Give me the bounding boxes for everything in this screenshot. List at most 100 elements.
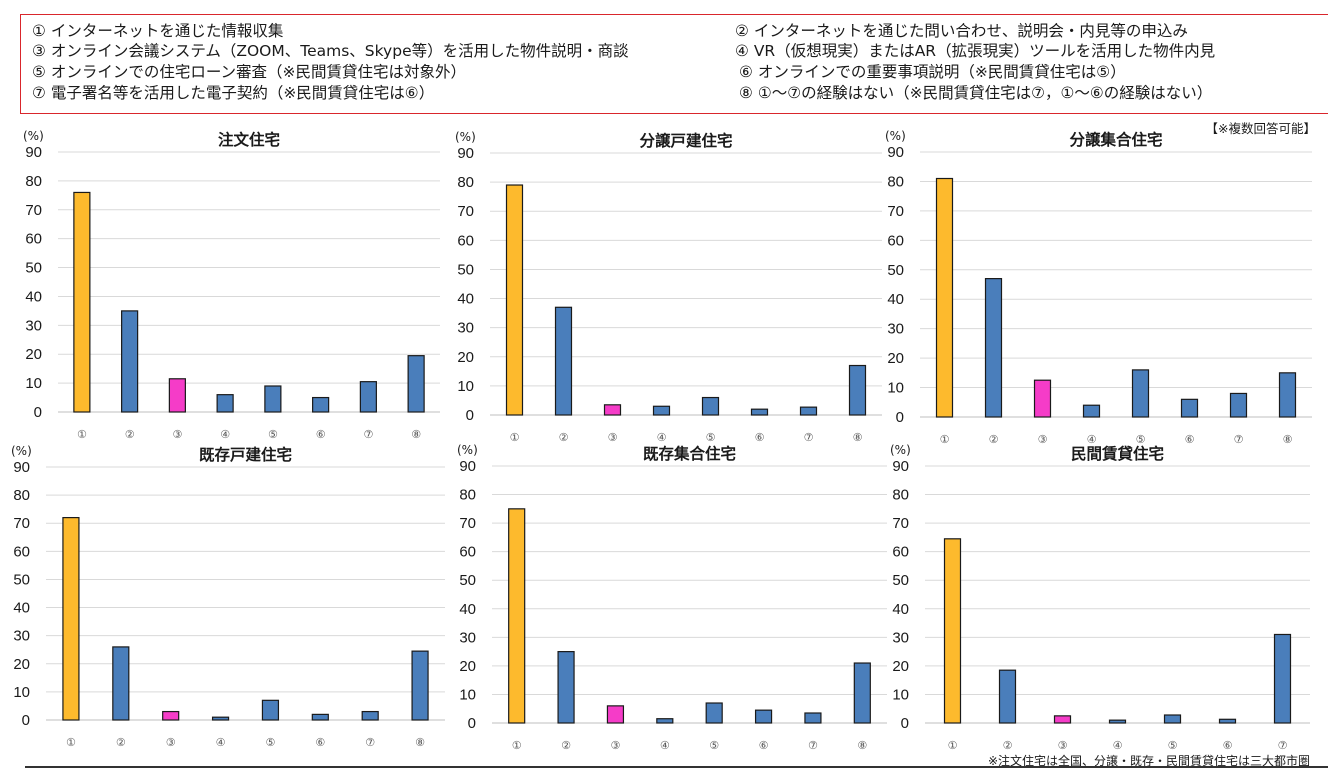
y-tick-label: 40 (457, 291, 474, 308)
y-tick-label: 40 (887, 291, 904, 308)
x-tick-label: ⑥ (315, 736, 325, 749)
x-tick-label: ⑥ (1223, 739, 1233, 752)
y-tick-label: 90 (457, 145, 474, 162)
x-tick-label: ⑤ (1168, 739, 1178, 752)
y-tick-label: 40 (459, 601, 476, 618)
chart-title: 既存集合住宅 (643, 444, 736, 463)
bar (701, 396, 720, 416)
x-tick-label: ⑤ (268, 428, 278, 441)
y-tick-label: 60 (13, 543, 30, 560)
bar (1229, 392, 1248, 418)
bar (754, 709, 773, 724)
x-tick-label: ⑤ (709, 739, 719, 752)
y-tick-label: 30 (13, 628, 30, 645)
y-tick-label: 40 (892, 601, 909, 618)
bar (1033, 379, 1052, 418)
y-tick-label: 30 (887, 321, 904, 338)
bar (1163, 714, 1182, 724)
x-tick-label: ⑦ (363, 428, 373, 441)
y-tick-label: 50 (892, 572, 909, 589)
x-tick-label: ① (512, 739, 522, 752)
x-tick-label: ⑧ (1283, 433, 1293, 446)
y-tick-label: 80 (459, 487, 476, 504)
y-tick-label: 40 (25, 288, 42, 305)
bar (162, 710, 180, 721)
bar (705, 702, 723, 724)
bar (943, 538, 962, 724)
multiple-answers-note: 【※複数回答可能】 (1205, 121, 1316, 136)
y-tick-label: 80 (892, 487, 909, 504)
y-tick-label: 50 (887, 262, 904, 279)
bar (656, 718, 674, 724)
x-tick-label: ⑥ (1185, 433, 1195, 446)
bar (505, 184, 524, 416)
y-axis-unit: (%) (457, 443, 478, 457)
bar (359, 381, 377, 413)
bar (508, 508, 526, 724)
x-tick-label: ⑦ (804, 431, 814, 444)
x-tick-label: ⑤ (266, 736, 276, 749)
legend-item-3: ③ オンライン会議システム（ZOOM、Teams、Skype等）を活用した物件説… (32, 42, 629, 60)
y-tick-label: 20 (887, 350, 904, 367)
chart-title: 分譲戸建住宅 (639, 131, 732, 150)
bar (1082, 404, 1101, 418)
y-tick-label: 0 (34, 404, 42, 421)
bar (1278, 372, 1297, 418)
x-tick-label: ② (989, 433, 999, 446)
bar (112, 646, 130, 721)
x-tick-label: ⑦ (808, 739, 818, 752)
y-tick-label: 90 (13, 459, 30, 476)
bar (1180, 398, 1199, 418)
y-axis-unit: (%) (890, 443, 911, 457)
y-tick-label: 20 (892, 658, 909, 675)
x-tick-label: ③ (611, 739, 621, 752)
bar (361, 710, 379, 721)
bar (264, 385, 282, 413)
y-tick-label: 50 (459, 572, 476, 589)
bar (1273, 633, 1292, 724)
y-tick-label: 70 (13, 515, 30, 532)
bar (1131, 369, 1150, 418)
y-tick-label: 30 (459, 629, 476, 646)
x-tick-label: ③ (1038, 433, 1048, 446)
x-tick-label: ⑦ (1234, 433, 1244, 446)
y-tick-label: 20 (13, 656, 30, 673)
y-axis-unit: (%) (455, 130, 476, 144)
bar (799, 406, 818, 416)
x-tick-label: ⑥ (755, 431, 765, 444)
x-tick-label: ③ (1058, 739, 1068, 752)
y-tick-label: 50 (25, 260, 42, 277)
bar (311, 713, 329, 721)
legend-item-5: ⑤ オンラインでの住宅ローン審査（※民間賃貸住宅は対象外） (32, 63, 467, 81)
bar (168, 378, 186, 413)
y-tick-label: 10 (457, 378, 474, 395)
y-tick-label: 0 (901, 715, 909, 732)
legend-item-2: ② インターネットを通じた問い合わせ、説明会・内見等の申込み (735, 22, 1188, 40)
y-tick-label: 60 (892, 544, 909, 561)
bar (804, 712, 822, 724)
y-tick-label: 10 (13, 684, 30, 701)
y-tick-label: 90 (459, 458, 476, 475)
y-tick-label: 50 (457, 261, 474, 278)
y-tick-label: 80 (25, 173, 42, 190)
x-tick-label: ⑧ (411, 428, 421, 441)
y-tick-label: 70 (887, 203, 904, 220)
x-tick-label: ④ (1113, 739, 1123, 752)
bar (554, 306, 573, 416)
y-tick-label: 10 (459, 686, 476, 703)
y-axis-unit: (%) (23, 129, 44, 143)
y-tick-label: 20 (25, 346, 42, 363)
x-tick-label: ④ (216, 736, 226, 749)
y-tick-label: 0 (466, 407, 474, 424)
x-tick-label: ② (559, 431, 569, 444)
y-tick-label: 80 (13, 487, 30, 504)
chart-title: 民間賃貸住宅 (1071, 444, 1164, 463)
x-tick-label: ⑤ (1136, 433, 1146, 446)
bottom-rule (25, 766, 1328, 768)
x-tick-label: ① (66, 736, 76, 749)
y-tick-label: 0 (896, 409, 904, 426)
bar (216, 394, 234, 413)
x-tick-label: ⑤ (706, 431, 716, 444)
bar (411, 650, 429, 721)
y-tick-label: 30 (25, 317, 42, 334)
